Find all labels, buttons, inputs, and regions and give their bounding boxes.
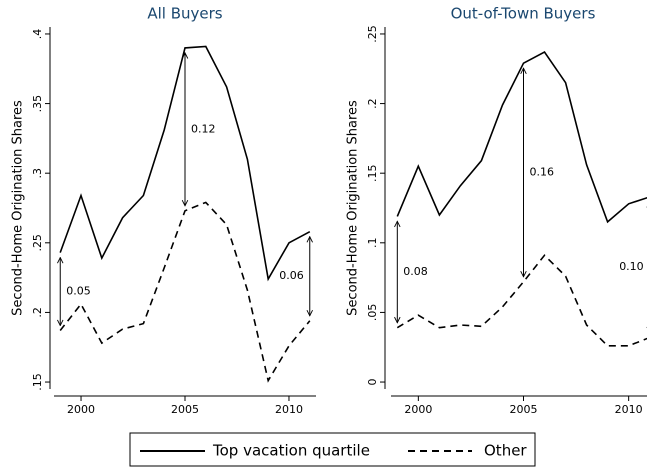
legend-label: Top vacation quartile [212,442,370,460]
gap-label: 0.10 [619,260,644,273]
data-line [396,51,647,224]
y-axis-label: Second-Home Origination Shares [346,100,361,316]
y-tick-label: .15 [366,164,379,182]
y-tick-label: .1 [366,238,379,249]
gap-label: 0.12 [191,122,216,135]
legend-label: Other [484,442,527,460]
y-tick-label: 0 [366,379,379,386]
data-line [396,254,647,347]
y-axis-label: Second-Home Origination Shares [11,100,26,316]
x-tick-label: 2010 [275,403,303,416]
gap-label: 0.06 [279,269,304,282]
y-tick-label: .25 [31,234,44,252]
y-tick-label: .4 [31,29,44,40]
legend-box [129,432,536,467]
y-tick-label: .25 [366,25,379,43]
chart-title: All Buyers [147,5,222,23]
x-tick-label: 2005 [171,403,199,416]
data-line [59,201,311,383]
x-tick-label: 2005 [510,403,538,416]
gap-label: 0.05 [66,285,91,298]
x-tick-label: 2000 [67,403,95,416]
y-tick-label: .15 [31,373,44,391]
y-tick-label: .35 [31,95,44,113]
y-tick-label: .05 [366,304,379,322]
gap-label: 0.08 [403,265,428,278]
x-tick-label: 2010 [615,403,643,416]
y-tick-label: .3 [31,168,44,179]
data-line [59,45,311,282]
chart-title: Out-of-Town Buyers [451,5,596,23]
y-tick-label: .2 [31,307,44,318]
gap-label: 0.16 [530,165,555,178]
x-tick-label: 2000 [404,403,432,416]
y-tick-label: .2 [366,98,379,109]
